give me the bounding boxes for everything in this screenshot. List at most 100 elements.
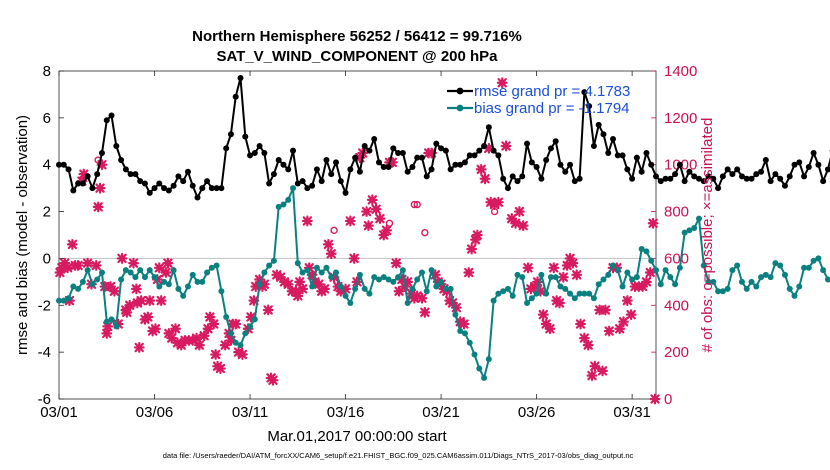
obs-assimilated-marker	[429, 269, 441, 281]
rmse-point	[242, 133, 249, 140]
obs-assimilated-marker	[618, 316, 629, 328]
rmse-point	[801, 173, 808, 180]
obs-assimilated-marker	[419, 306, 431, 318]
bias-point	[500, 288, 507, 295]
rmse-point	[452, 161, 459, 168]
obs-assimilated-marker	[567, 257, 579, 269]
obs-assimilated-marker	[396, 274, 408, 285]
obs-assimilated-marker	[426, 147, 437, 159]
left-tick-label: 8	[43, 63, 51, 80]
bias-point	[290, 185, 297, 192]
rmse-point	[418, 154, 425, 161]
bias-point	[333, 269, 340, 276]
obs-assimilated-marker	[322, 238, 334, 250]
rmse-point	[648, 161, 655, 168]
rmse-point	[457, 161, 464, 168]
left-tick-label: -2	[38, 297, 51, 314]
rmse-point	[500, 175, 507, 182]
obs-assimilated-marker	[248, 295, 260, 307]
rmse-point	[251, 150, 258, 156]
obs-markers-possible	[94, 156, 499, 242]
bias-point	[103, 318, 110, 325]
rmse-point	[94, 171, 101, 178]
bias-point	[208, 264, 215, 271]
bias-point	[285, 196, 292, 203]
bias-point	[414, 276, 421, 283]
bias-point	[734, 262, 741, 269]
obs-assimilated-marker	[344, 215, 356, 227]
obs-assimilated-marker	[544, 323, 556, 335]
bias-point	[724, 285, 731, 292]
bias-point	[557, 283, 564, 290]
bias-point	[194, 278, 201, 285]
rmse-point	[485, 124, 492, 131]
rmse-point	[375, 159, 382, 166]
bias-point	[801, 264, 808, 271]
rmse-point	[380, 164, 387, 171]
rmse-point	[758, 168, 765, 175]
bias-point	[137, 267, 144, 274]
rmse-point	[318, 178, 325, 185]
bias-point	[509, 292, 516, 299]
rmse-point	[524, 140, 531, 147]
rmse-point	[385, 164, 392, 171]
obs-possible-marker	[421, 228, 429, 237]
bias-point	[299, 269, 306, 276]
bias-point	[247, 323, 254, 330]
obs-assimilated-marker	[313, 278, 325, 290]
obs-assimilated-marker	[540, 318, 552, 330]
obs-assimilated-marker	[529, 281, 541, 292]
rmse-point	[466, 152, 473, 159]
bias-point	[309, 283, 316, 290]
obs-assimilated-marker	[151, 274, 163, 285]
rmse-point	[347, 166, 354, 173]
rmse-point	[538, 175, 545, 182]
obs-assimilated-marker	[198, 330, 210, 342]
bias-point	[519, 274, 526, 281]
rmse-point	[777, 175, 784, 182]
bias-point	[691, 224, 698, 231]
obs-assimilated-marker	[112, 318, 124, 330]
rmse-point	[180, 178, 187, 185]
rmse-point	[691, 173, 698, 180]
rmse-point	[695, 175, 702, 182]
obs-assimilated-marker	[301, 215, 313, 227]
bias-point	[815, 255, 822, 262]
obs-assimilated-marker	[361, 206, 372, 217]
rmse-point	[490, 147, 497, 154]
rmse-point	[323, 157, 330, 164]
rmse-point	[304, 185, 311, 192]
rmse-point	[371, 135, 378, 142]
rmse-point	[247, 152, 254, 159]
obs-possible-marker	[471, 233, 480, 242]
bias-point	[380, 274, 387, 281]
obs-assimilated-marker	[510, 217, 522, 229]
bias-point	[567, 290, 574, 297]
rmse-point	[667, 175, 674, 182]
rmse-point	[309, 182, 316, 189]
x-tick-label: 03/31	[613, 404, 651, 421]
bias-point	[251, 316, 258, 323]
obs-assimilated-marker	[290, 285, 302, 297]
obs-assimilated-marker	[348, 253, 360, 264]
obs-assimilated-marker	[219, 339, 231, 351]
obs-assimilated-marker	[586, 370, 598, 381]
bias-point	[820, 267, 827, 274]
bias-point	[294, 260, 301, 267]
bias-point	[328, 274, 335, 281]
bias-point	[261, 269, 268, 276]
obs-assimilated-marker	[506, 213, 518, 225]
bias-point	[423, 288, 430, 295]
rmse-point	[734, 166, 741, 173]
bias-point	[127, 269, 134, 276]
bias-series	[56, 185, 830, 381]
rmse-point	[600, 131, 607, 138]
left-axis-ticks: -6 -4 -2 0 2 4 6 8	[38, 63, 64, 408]
obs-assimilated-marker	[594, 304, 606, 316]
bias-point	[672, 281, 679, 288]
bias-point	[204, 269, 211, 276]
rmse-point	[108, 112, 115, 119]
bias-point	[772, 260, 779, 267]
rmse-point	[610, 135, 617, 142]
bias-point	[562, 285, 569, 292]
